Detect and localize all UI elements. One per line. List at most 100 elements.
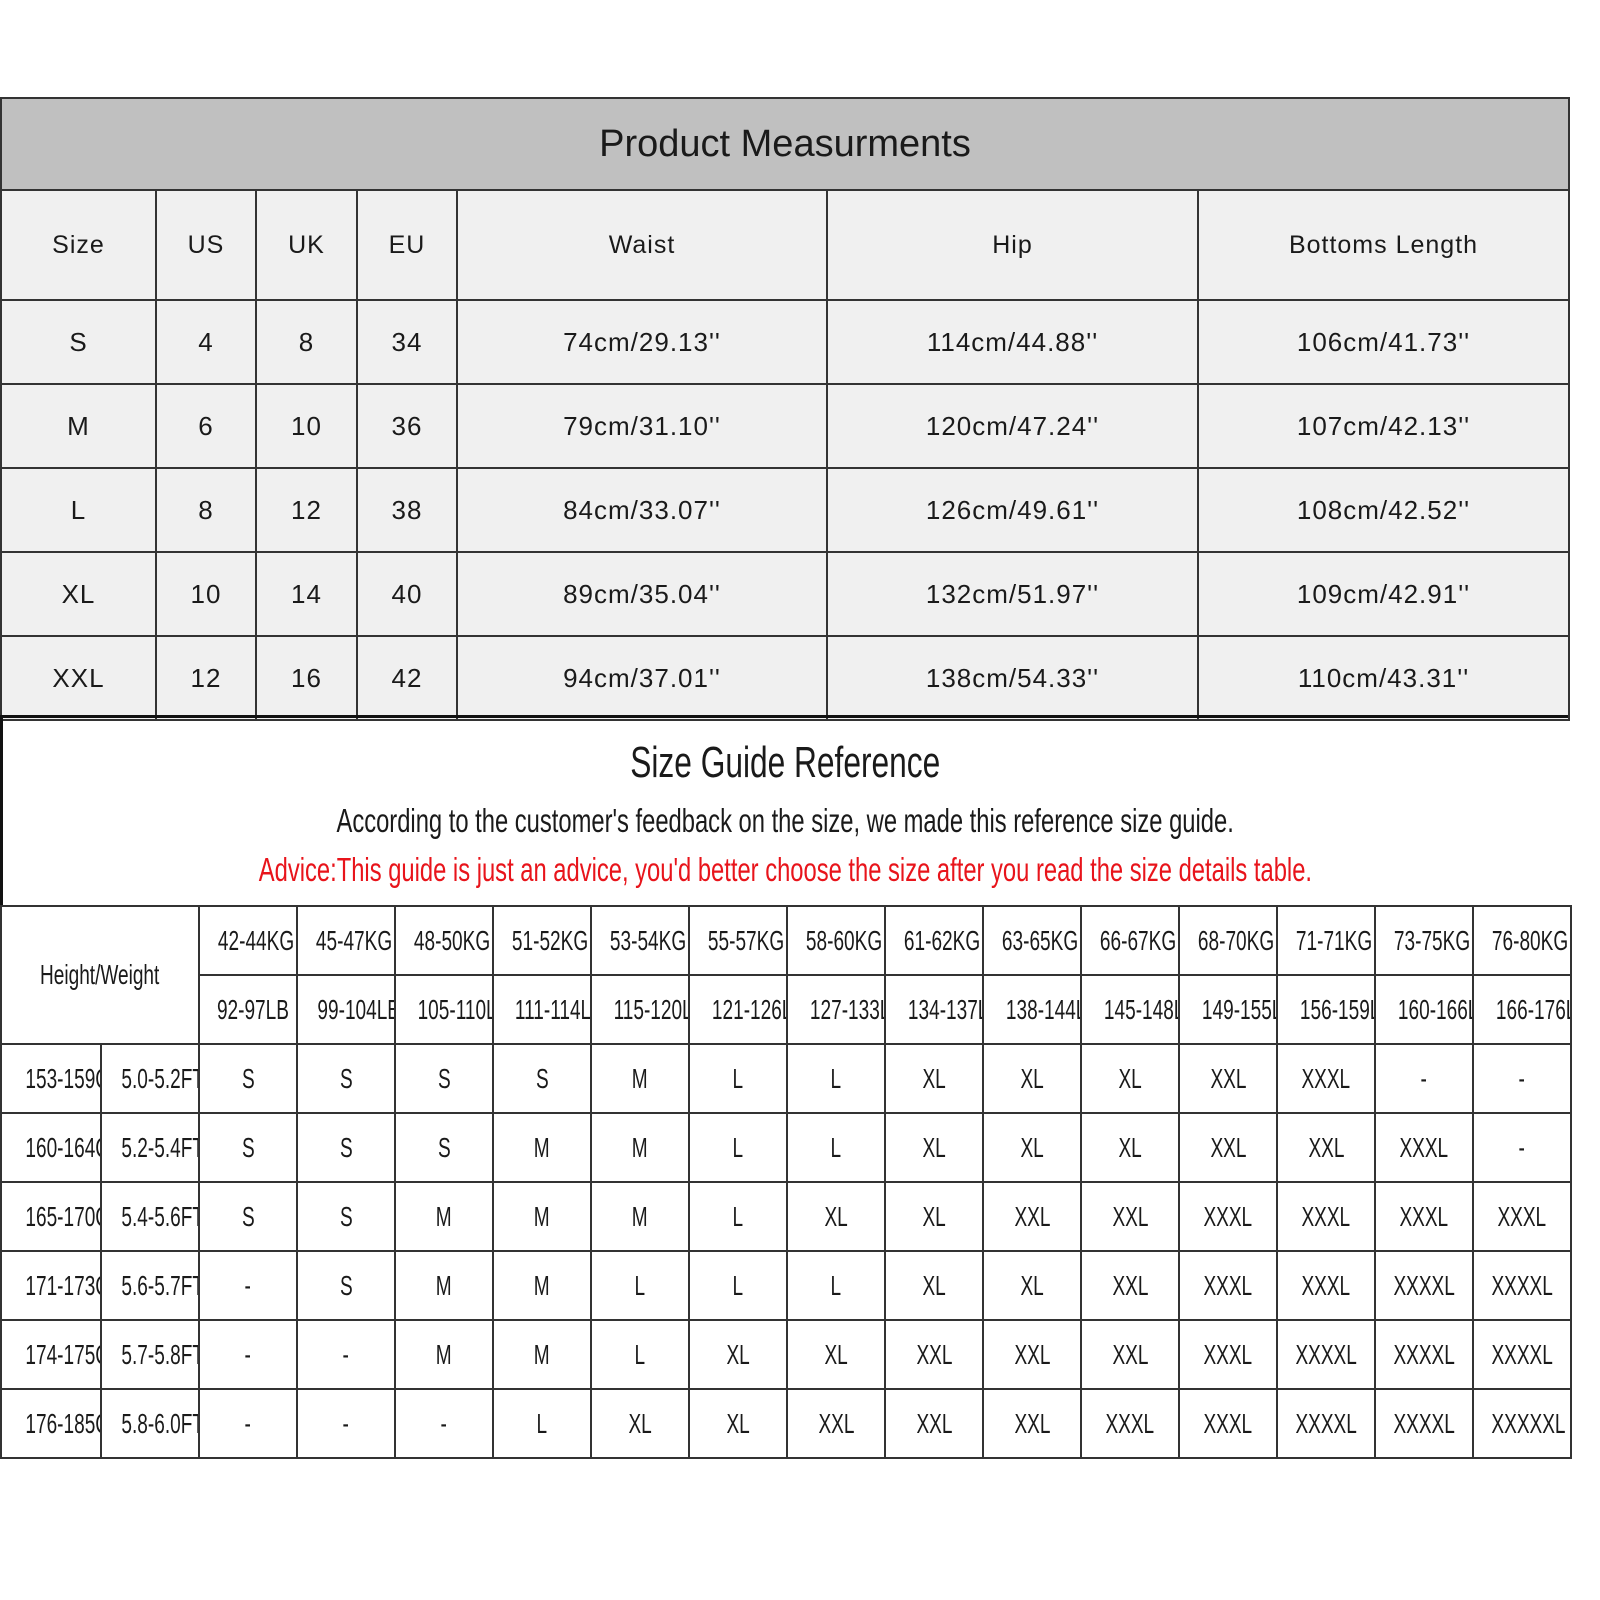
size-cell: XXL [1080, 1250, 1181, 1321]
size-cell: XXL [982, 1181, 1083, 1252]
size-cell: XXL [786, 1388, 887, 1459]
table-row: XL 10 14 40 89cm/35.04'' 132cm/51.97'' 109cm/4… [0, 551, 1571, 637]
table-cell: 138cm/54.33'' [826, 635, 1199, 721]
size-cell: XL [786, 1319, 887, 1390]
table-cell: 40 [356, 551, 458, 637]
size-cell: XL [1080, 1043, 1181, 1114]
height-ft-cell: 5.8-6.0FT [99, 1388, 201, 1459]
column-header: Hip [826, 189, 1199, 301]
weight-lb-header: 92-97LB [198, 974, 299, 1045]
size-cell: L [786, 1250, 887, 1321]
weight-kg-header: 55-57KG [688, 905, 789, 976]
size-cell: L [688, 1250, 789, 1321]
column-header: US [155, 189, 257, 301]
size-cell: XL [688, 1319, 789, 1390]
size-cell: XL [982, 1043, 1083, 1114]
weight-lb-header: 156-159LB [1276, 974, 1377, 1045]
size-cell: - [1472, 1043, 1573, 1114]
size-cell: XXXXL [1374, 1319, 1475, 1390]
height-ft-cell: 5.4-5.6FT [99, 1181, 201, 1252]
height-cm-cell: 171-173CM [0, 1250, 102, 1321]
size-cell: S [394, 1043, 495, 1114]
size-cell: M [394, 1319, 495, 1390]
table-row: S 4 8 34 74cm/29.13'' 114cm/44.88'' 106cm/41.7… [0, 299, 1571, 385]
table-cell: 16 [255, 635, 358, 721]
size-cell: XXXL [1472, 1181, 1573, 1252]
weight-lb-header: 145-148LB [1080, 974, 1181, 1045]
size-cell: L [688, 1181, 789, 1252]
height-cm-cell: 165-170CM [0, 1181, 102, 1252]
size-cell: S [296, 1043, 397, 1114]
size-guide-header: Size Guide Reference According to the cu… [0, 715, 1568, 905]
size-cell: M [590, 1181, 691, 1252]
size-cell: XL [982, 1250, 1083, 1321]
guide-title: Size Guide Reference [630, 738, 941, 787]
table-row: 165-170CM5.4-5.6FTSSMMMLXLXLXXLXXLXXXLXX… [0, 1181, 1573, 1252]
table-row: L 8 12 38 84cm/33.07'' 126cm/49.61'' 108cm/42.… [0, 467, 1571, 553]
size-cell: XXXXL [1276, 1319, 1377, 1390]
weight-kg-header: 66-67KG [1080, 905, 1181, 976]
size-cell: XXXL [1276, 1181, 1377, 1252]
weight-kg-header: 51-52KG [492, 905, 593, 976]
size-cell: XXXL [1080, 1388, 1181, 1459]
weight-lb-header: 149-155LB [1178, 974, 1279, 1045]
size-cell: XXL [1276, 1112, 1377, 1183]
size-cell: S [198, 1043, 299, 1114]
size-cell: XXXL [1276, 1043, 1377, 1114]
table-cell: M [0, 383, 157, 469]
size-cell: M [492, 1319, 593, 1390]
table-cell: 108cm/42.52'' [1196, 467, 1571, 553]
size-cell: M [590, 1043, 691, 1114]
size-cell: - [198, 1388, 299, 1459]
guide-subtitle: According to the customer's feedback on … [336, 802, 1235, 839]
weight-lb-header: 121-126LB [688, 974, 789, 1045]
weight-lb-header: 166-176LB [1472, 974, 1573, 1045]
weight-kg-header: 76-80KG [1472, 905, 1573, 976]
size-cell: S [296, 1181, 397, 1252]
table-cell: 132cm/51.97'' [826, 551, 1199, 637]
size-cell: S [492, 1043, 593, 1114]
height-ft-cell: 5.7-5.8FT [99, 1319, 201, 1390]
size-cell: S [198, 1181, 299, 1252]
size-cell: XL [688, 1388, 789, 1459]
height-cm-cell: 153-159CM [0, 1043, 102, 1114]
weight-kg-header: 63-65KG [982, 905, 1083, 976]
table-row: 176-185CM5.8-6.0FT---LXLXLXXLXXLXXLXXXLX… [0, 1388, 1573, 1459]
height-ft-cell: 5.2-5.4FT [99, 1112, 201, 1183]
size-cell: XXL [884, 1388, 985, 1459]
height-cm-cell: 174-175CM [0, 1319, 102, 1390]
weight-lb-header: 99-104LB [296, 974, 397, 1045]
table-cell: 74cm/29.13'' [456, 299, 828, 385]
size-cell: XXXL [1178, 1388, 1279, 1459]
product-measurements-table: Product Measurments Size US UK EU Waist Hip Bo… [0, 97, 1571, 721]
column-header: Size [0, 189, 157, 301]
size-cell: - [394, 1388, 495, 1459]
size-cell: M [394, 1181, 495, 1252]
header-row: Size US UK EU Waist Hip Bottoms Length [0, 189, 1571, 301]
size-cell: XL [786, 1181, 887, 1252]
size-cell: - [296, 1388, 397, 1459]
table-cell: 107cm/42.13'' [1196, 383, 1571, 469]
size-cell: S [296, 1112, 397, 1183]
size-cell: XXL [982, 1388, 1083, 1459]
size-cell: M [394, 1250, 495, 1321]
weight-kg-header: 45-47KG [296, 905, 397, 976]
weight-kg-header: 42-44KG [198, 905, 299, 976]
size-cell: XXXL [1374, 1112, 1475, 1183]
weight-lb-header: 111-114LB [492, 974, 593, 1045]
size-cell: L [492, 1388, 593, 1459]
table-cell: 6 [155, 383, 257, 469]
size-cell: - [1472, 1112, 1573, 1183]
size-cell: - [198, 1319, 299, 1390]
table-cell: 42 [356, 635, 458, 721]
size-cell: XXXXL [1472, 1250, 1573, 1321]
size-cell: XXXL [1178, 1319, 1279, 1390]
table-cell: 126cm/49.61'' [826, 467, 1199, 553]
column-header: Bottoms Length [1196, 189, 1571, 301]
table-cell: 110cm/43.31'' [1196, 635, 1571, 721]
table-row: 160-164CM5.2-5.4FTSSSMMLLXLXLXLXXLXXLXXX… [0, 1112, 1573, 1183]
size-cell: S [394, 1112, 495, 1183]
size-cell: XXXL [1276, 1250, 1377, 1321]
weight-kg-header: 71-71KG [1276, 905, 1377, 976]
